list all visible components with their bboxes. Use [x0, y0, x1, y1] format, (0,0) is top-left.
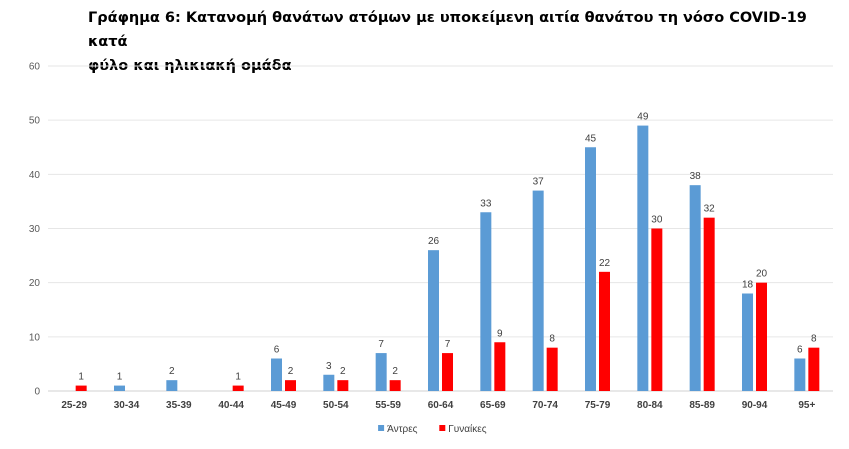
data-label: 7: [378, 339, 384, 350]
x-tick-label: 35-39: [166, 400, 192, 411]
x-tick-label: 90-94: [742, 400, 768, 411]
bar-women: [756, 282, 767, 391]
data-label: 32: [704, 204, 716, 215]
bar-men: [742, 293, 753, 391]
data-label: 20: [756, 269, 768, 280]
bar-men: [689, 185, 701, 391]
bar-women: [285, 380, 296, 391]
legend-label: Γυναίκες: [448, 423, 486, 435]
x-tick-label: 30-34: [114, 400, 140, 411]
bar-men: [375, 353, 387, 391]
data-label: 33: [480, 198, 492, 209]
bar-women: [232, 385, 244, 391]
bar-men: [323, 374, 335, 391]
data-label: 37: [533, 177, 545, 188]
y-tick-label: 50: [29, 116, 41, 127]
x-tick-label: 80-84: [637, 400, 663, 411]
bar-women: [651, 228, 663, 391]
data-label: 7: [445, 339, 451, 350]
bar-men: [532, 190, 544, 391]
x-tick-label: 85-89: [689, 400, 715, 411]
data-label: 30: [651, 215, 663, 226]
data-label: 2: [392, 366, 398, 377]
y-tick-label: 30: [29, 224, 41, 235]
bar-men: [480, 212, 492, 391]
bar-men: [794, 358, 806, 391]
bar-men: [585, 147, 596, 391]
data-label: 2: [169, 366, 175, 377]
bar-women: [703, 217, 715, 391]
bar-women: [389, 380, 401, 391]
x-tick-label: 40-44: [218, 400, 244, 411]
y-tick-label: 60: [29, 62, 41, 73]
x-tick-label: 45-49: [271, 400, 297, 411]
bar-men: [428, 250, 439, 391]
bar-men: [271, 358, 282, 391]
bar-women: [337, 380, 349, 391]
data-label: 2: [288, 366, 294, 377]
data-label: 6: [274, 345, 280, 356]
data-label: 1: [117, 372, 123, 383]
bar-women: [75, 385, 87, 391]
x-tick-label: 50-54: [323, 400, 349, 411]
legend-label: Άντρες: [387, 424, 418, 435]
data-label: 49: [637, 112, 649, 123]
data-label: 1: [78, 372, 84, 383]
data-label: 26: [428, 236, 440, 247]
data-label: 18: [742, 280, 754, 291]
x-tick-label: 65-69: [480, 400, 506, 411]
bar-women: [442, 353, 453, 391]
y-tick-label: 10: [29, 332, 41, 343]
legend-swatch: [439, 425, 446, 431]
legend-swatch: [378, 425, 385, 431]
data-label: 38: [690, 171, 702, 182]
bar-men: [114, 385, 125, 391]
x-tick-label: 55-59: [375, 400, 401, 411]
x-tick-label: 60-64: [428, 400, 454, 411]
data-label: 3: [326, 361, 332, 372]
x-tick-label: 95+: [798, 400, 815, 411]
bar-women: [546, 347, 558, 391]
bar-men: [166, 380, 178, 391]
bar-women: [808, 347, 820, 391]
data-label: 45: [585, 133, 597, 144]
data-label: 2: [340, 366, 346, 377]
data-label: 8: [549, 334, 555, 345]
chart-title: Γράφημα 6: Κατανομή θανάτων ατόμων με υπ…: [88, 6, 828, 78]
bar-women: [599, 271, 610, 391]
data-label: 22: [599, 258, 611, 269]
x-tick-label: 75-79: [585, 400, 611, 411]
y-tick-label: 20: [29, 278, 41, 289]
y-tick-label: 0: [34, 387, 40, 398]
x-tick-label: 25-29: [61, 400, 87, 411]
x-tick-label: 70-74: [532, 400, 558, 411]
bar-men: [637, 125, 649, 391]
data-label: 8: [811, 334, 817, 345]
data-label: 1: [235, 372, 241, 383]
data-label: 9: [497, 328, 503, 339]
y-tick-label: 40: [29, 170, 41, 181]
data-label: 6: [797, 345, 803, 356]
chart-title-line-1: Γράφημα 6: Κατανομή θανάτων ατόμων με υπ…: [88, 10, 807, 50]
bar-women: [494, 342, 506, 391]
